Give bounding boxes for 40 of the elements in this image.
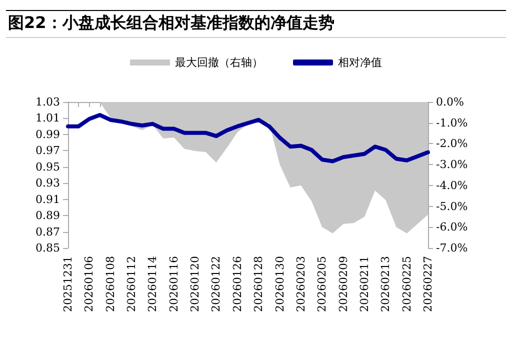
y2-tick-label: -1.0% (436, 116, 468, 130)
x-tick-label: 20260116 (167, 256, 180, 312)
y2-tick-label: -7.0% (436, 242, 468, 254)
x-tick-label: 20260122 (210, 256, 223, 312)
x-tick-label: 20260128 (252, 256, 266, 312)
x-tick-label: 20260205 (316, 256, 329, 312)
x-tick-label: 20260120 (188, 256, 202, 312)
x-tick-label: 20260211 (358, 256, 371, 312)
y-tick-label: 0.95 (36, 160, 60, 174)
x-tick-label: 20251231 (62, 256, 74, 312)
y-tick-label: 0.99 (36, 128, 60, 141)
y-tick-label: 1.03 (36, 96, 60, 108)
y2-tick-label: -5.0% (436, 200, 468, 213)
x-tick-label: 20260213 (379, 256, 392, 312)
x-tick-label: 20260203 (294, 256, 308, 312)
y-tick-label: 0.91 (36, 192, 60, 206)
y2-tick-label: 0.0% (436, 96, 464, 108)
x-tick-label: 20260108 (104, 256, 117, 312)
x-tick-label: 20260225 (400, 256, 414, 312)
x-tick-label: 20260114 (146, 256, 160, 312)
y-tick-label: 1.01 (36, 112, 60, 125)
line-series (66, 112, 430, 164)
x-tick-label: 20260209 (336, 256, 350, 312)
y2-tick-label: -2.0% (436, 137, 468, 150)
y-tick-label: 0.87 (36, 225, 60, 238)
legend-label: 最大回撤（右轴） (175, 56, 263, 69)
y-tick-label: 0.93 (36, 176, 60, 190)
y2-tick-label: -3.0% (436, 158, 468, 172)
x-tick-label: 20260112 (125, 256, 138, 312)
chart-title: 图22：小盘成长组合相对基准指数的净值走势 (6, 10, 506, 38)
x-tick-label: 20260126 (230, 256, 244, 312)
x-tick-label: 20260106 (82, 256, 96, 312)
y2-tick-label: -6.0% (436, 220, 468, 234)
legend-label: 相对净值 (338, 56, 382, 69)
y-tick-label: 0.85 (36, 242, 60, 254)
x-tick-label: 20260227 (422, 256, 434, 312)
y-tick-label: 0.97 (36, 144, 60, 158)
y2-tick-label: -4.0% (436, 178, 468, 192)
x-tick-label: 20260130 (273, 256, 286, 312)
y-tick-label: 0.89 (36, 209, 60, 222)
